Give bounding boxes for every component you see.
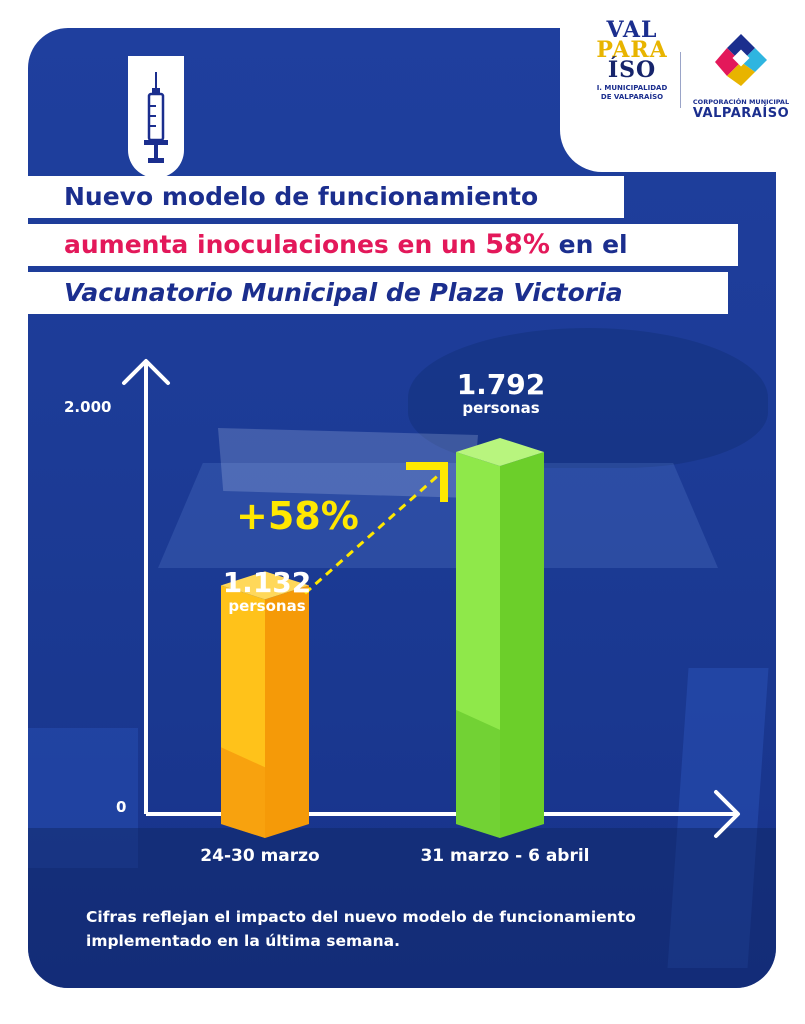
bar-1 — [221, 571, 309, 838]
logo-valparaiso-mark: VAL PARA ÍSO — [590, 17, 674, 83]
value-label-bar-2-unit: personas — [462, 399, 540, 417]
value-label-bar-2-number: 1.792 — [456, 368, 546, 401]
logo-divider — [680, 52, 681, 108]
headline-line2-pct: 58% — [485, 229, 550, 260]
y-tick-label-zero: 0 — [116, 798, 127, 816]
growth-arrow-head — [406, 462, 448, 502]
x-axis-arrow — [714, 790, 740, 838]
value-label-bar-2: 1.792 personas — [446, 368, 556, 417]
syringe-tab — [128, 56, 184, 178]
logo-caption-line1: I. MUNICIPALIDAD — [596, 84, 668, 92]
bar-1-top-face — [221, 571, 309, 600]
bar-1-side-face — [265, 585, 309, 838]
background-tree — [408, 328, 768, 468]
bar-2-side-face — [500, 452, 544, 838]
chart-bars — [221, 438, 544, 838]
value-label-bar-1: 1.132 personas — [212, 566, 322, 615]
category-label-2: 31 marzo - 6 abril — [420, 846, 590, 866]
growth-annotation: +58% — [236, 494, 359, 538]
growth-connector-line — [304, 470, 443, 595]
footnote: Cifras reflejan el impacto del nuevo mod… — [86, 905, 746, 953]
logo-corp-caption-line2: VALPARAÍSO — [692, 106, 790, 121]
logo-mark-line3: ÍSO — [607, 57, 657, 83]
bar-2-front-face — [456, 452, 500, 838]
value-label-bar-1-unit: personas — [228, 597, 306, 615]
bar-1-front-face — [221, 585, 265, 838]
y-tick-label-max: 2.000 — [64, 398, 112, 416]
headline-line2-part2: en el — [549, 230, 628, 259]
footnote-line1: Cifras reflejan el impacto del nuevo mod… — [86, 908, 636, 926]
y-axis-arrow — [122, 359, 170, 385]
bar-2-top-face — [456, 438, 544, 467]
headline-line1: Nuevo modelo de funcionamiento — [28, 176, 624, 218]
headline-line3: Vacunatorio Municipal de Plaza Victoria — [28, 272, 728, 314]
bar-2 — [456, 438, 544, 838]
bar-2-shade — [456, 709, 500, 838]
logo-area — [560, 0, 805, 172]
headline-line2-part1: aumenta inoculaciones en un — [64, 230, 486, 259]
value-label-bar-1-number: 1.132 — [222, 566, 312, 599]
bar-1-shade — [221, 747, 265, 838]
logo-mark-line1: VAL — [606, 17, 658, 43]
logo-corp-caption-line1: CORPORACIÓN MUNICIPAL — [692, 98, 790, 106]
background-tent — [158, 463, 718, 568]
corporacion-logo-icon — [715, 34, 767, 86]
logo-municipalidad-caption: I. MUNICIPALIDAD DE VALPARAÍSO — [590, 84, 674, 102]
footnote-line2: implementado en la última semana. — [86, 932, 401, 950]
logo-corporacion: CORPORACIÓN MUNICIPAL VALPARAÍSO — [686, 30, 796, 121]
category-label-1: 24-30 marzo — [200, 846, 320, 866]
logo-caption-line2: DE VALPARAÍSO — [600, 93, 664, 101]
logo-municipalidad: VAL PARA ÍSO I. MUNICIPALIDAD DE VALPARA… — [590, 17, 674, 102]
headline-line3-text: Vacunatorio Municipal de Plaza Victoria — [64, 278, 623, 307]
background-ground — [28, 828, 776, 988]
headline-line2: aumenta inoculaciones en un 58% en el — [28, 224, 738, 266]
chart-connector — [304, 462, 448, 595]
syringe-icon — [144, 72, 168, 163]
logo-mark-line2: PARA — [596, 37, 668, 63]
headline-line1-text: Nuevo modelo de funcionamiento — [64, 182, 539, 211]
